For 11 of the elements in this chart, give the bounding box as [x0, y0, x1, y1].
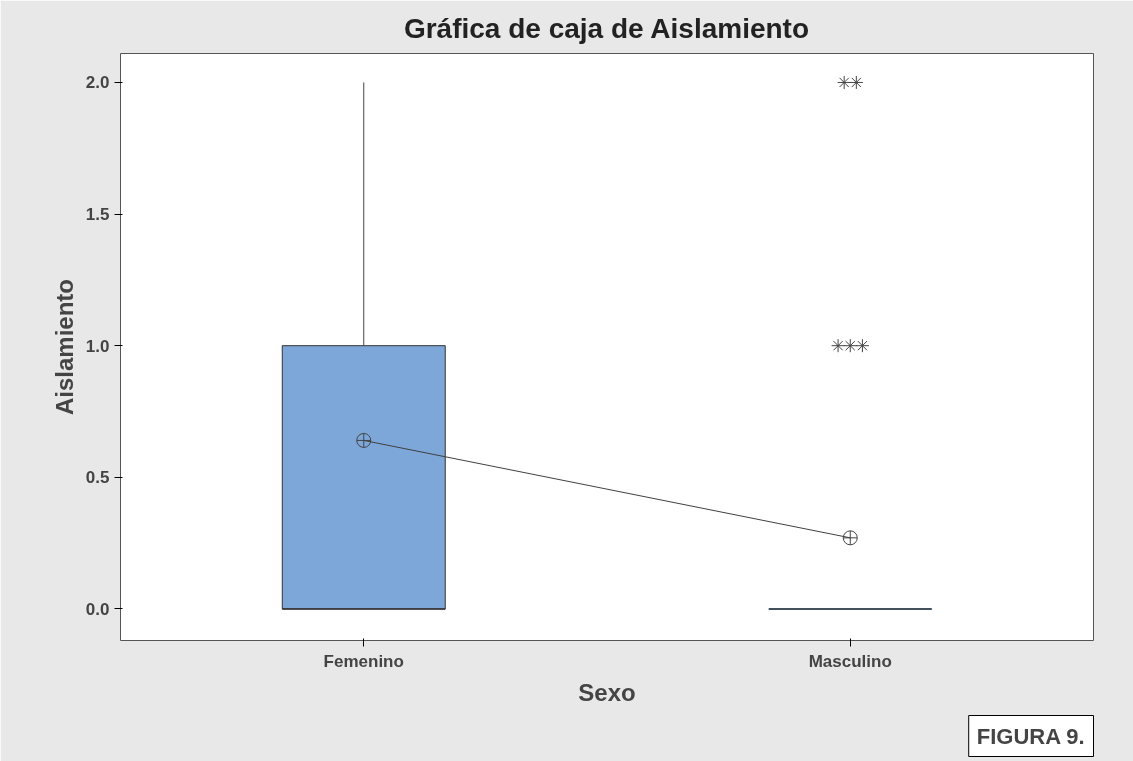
text: FIGURA 9.: [976, 723, 1085, 749]
y-tick-label: 1.5: [85, 205, 110, 225]
y-tick-label: 1.0: [85, 336, 110, 356]
y-tick-label: 2.0: [85, 73, 110, 93]
y-tick-label: 0.0: [85, 599, 110, 619]
chart-title: Gráfica de caja de Aislamiento: [403, 12, 810, 44]
y-tick-label: 0.5: [85, 468, 110, 488]
x-tick-label: Femenino: [323, 651, 404, 671]
x-tick-label: Masculino: [808, 651, 892, 671]
x-axis-title: Sexo: [578, 678, 636, 706]
y-axis-title: Aislamiento: [50, 278, 78, 416]
